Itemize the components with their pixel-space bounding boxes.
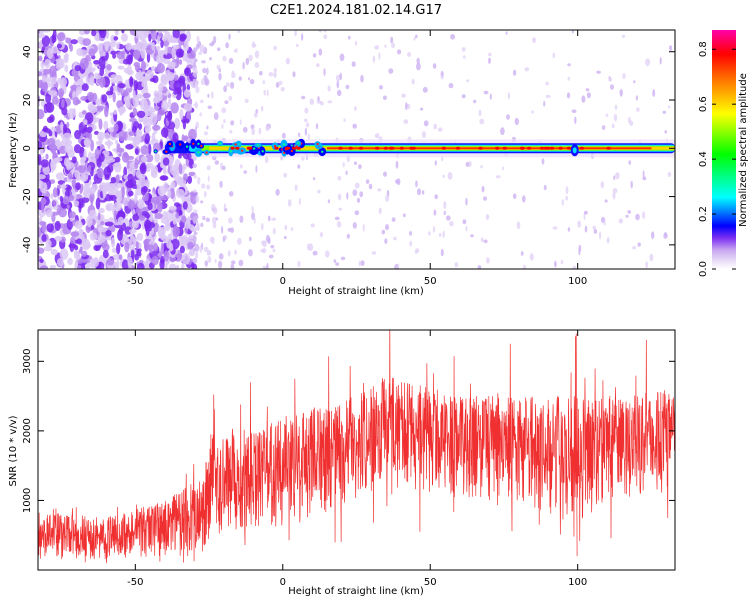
y-tick-label: 1000	[22, 488, 33, 513]
figure-title: C2E1.2024.181.02.14.G17	[270, 3, 442, 18]
snr-x-axis: -50 0 50 100	[127, 330, 587, 588]
spectrogram-x-label: Height of straight line (km)	[288, 286, 424, 297]
y-tick-label: 3000	[22, 349, 33, 374]
spectrogram-y-axis: -40 -20 0 20 40	[22, 45, 675, 253]
spectrogram-frame	[37, 29, 676, 270]
snr-frame	[37, 329, 676, 571]
x-tick-label: 100	[568, 276, 587, 287]
colorbar-label: Normalized spectral amplitude	[738, 73, 749, 227]
x-tick-label: -50	[127, 276, 143, 287]
spectrogram-panel: -50 0 50 100 -40 -20 0 20 40 Height of straight…	[8, 29, 676, 297]
colorbar-tick-label: 0.6	[698, 96, 709, 112]
y-tick-label: 20	[22, 94, 33, 107]
x-tick-label: -50	[127, 577, 143, 588]
colorbar-tick-label: 0.4	[698, 151, 709, 167]
snr-y-label: SNR (10 * v/v)	[8, 415, 19, 486]
y-tick-label: -40	[22, 237, 33, 253]
snr-series-line	[38, 330, 675, 564]
x-tick-label: 50	[424, 276, 437, 287]
snr-y-axis: 1000 2000 3000	[22, 349, 675, 513]
y-tick-label: 2000	[22, 418, 33, 443]
x-tick-label: 0	[280, 276, 286, 287]
snr-x-label: Height of straight line (km)	[288, 586, 424, 597]
colorbar-tick-label: 0.2	[698, 206, 709, 222]
colorbar-ticks: 0.0 0.2 0.4 0.6 0.8	[698, 41, 736, 277]
colorbar: 0.0 0.2 0.4 0.6 0.8 Normalized spectral ampl…	[698, 30, 749, 277]
x-tick-label: 0	[280, 577, 286, 588]
colorbar-tick-label: 0.0	[698, 261, 709, 277]
y-tick-label: -20	[22, 188, 33, 204]
snr-panel: -50 0 50 100 1000 2000 3000 Height of straigh…	[8, 329, 676, 597]
spectrogram-heatmap	[38, 30, 675, 269]
colorbar-gradient	[712, 30, 736, 269]
x-tick-label: 100	[568, 577, 587, 588]
x-tick-label: 50	[424, 577, 437, 588]
y-tick-label: 0	[22, 145, 33, 151]
spectrogram-y-label: Frequency (Hz)	[8, 112, 19, 188]
colorbar-tick-label: 0.8	[698, 41, 709, 57]
y-tick-label: 40	[22, 45, 33, 58]
spectrogram-x-axis: -50 0 50 100	[127, 30, 587, 287]
